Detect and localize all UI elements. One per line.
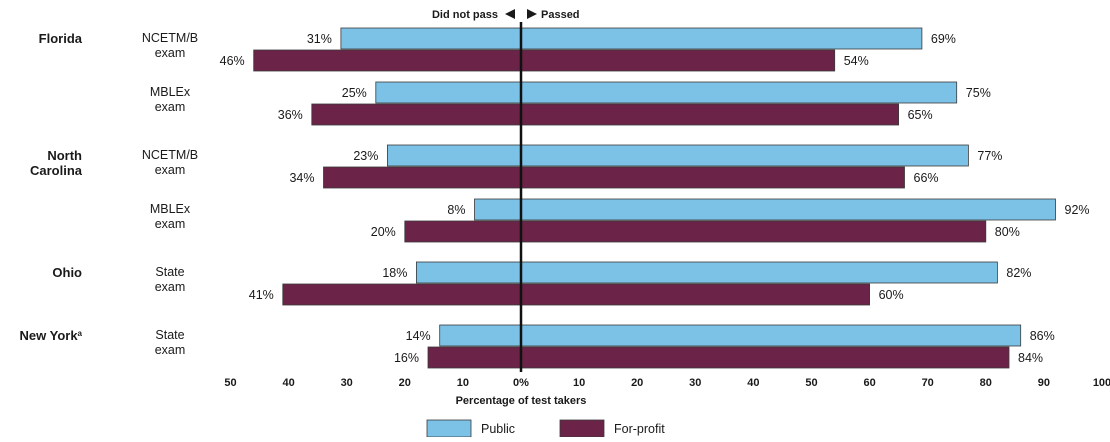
exam-label: State <box>155 328 184 342</box>
bar-public-passed <box>520 144 969 167</box>
header-did-not-pass: Did not pass <box>432 9 498 21</box>
value-label-forprofit-failed: 41% <box>249 288 274 302</box>
exam-label: MBLEx <box>150 85 191 99</box>
x-tick-label: 10 <box>457 377 469 389</box>
value-label-public-passed: 77% <box>977 149 1002 163</box>
value-label-public-failed: 31% <box>307 32 332 46</box>
exam-label: exam <box>155 280 186 294</box>
value-label-public-passed: 82% <box>1006 266 1031 280</box>
bar-forprofit-failed <box>311 103 522 126</box>
exam-label: State <box>155 265 184 279</box>
x-axis-ticks: 50 40 30 20 10 0% 10 20 30 40 50 60 70 80 90 100 <box>224 377 1110 389</box>
arrow-right-icon <box>527 9 537 19</box>
bar-public-failed <box>375 81 522 104</box>
x-tick-label: 20 <box>399 377 411 389</box>
bar-public-passed <box>520 261 998 284</box>
state-label: Florida <box>39 31 83 46</box>
bar-forprofit-passed <box>520 166 905 189</box>
x-tick-label: 30 <box>689 377 701 389</box>
value-label-forprofit-passed: 66% <box>914 171 939 185</box>
x-tick-label: 40 <box>282 377 294 389</box>
value-label-forprofit-failed: 16% <box>394 351 419 365</box>
x-tick-label: 20 <box>631 377 643 389</box>
exam-label: exam <box>155 343 186 357</box>
value-label-public-passed: 92% <box>1065 203 1090 217</box>
bar-forprofit-passed <box>520 49 836 72</box>
legend-swatch-public <box>426 419 472 438</box>
bar-public-failed <box>439 324 522 347</box>
bars <box>253 27 1056 369</box>
value-label-public-failed: 25% <box>342 86 367 100</box>
x-tick-label: 50 <box>805 377 817 389</box>
value-label-public-failed: 23% <box>353 149 378 163</box>
state-label: New Yorka <box>20 328 83 343</box>
bar-public-failed <box>474 198 522 221</box>
value-label-forprofit-failed: 46% <box>220 54 245 68</box>
header-passed: Passed <box>541 9 580 21</box>
bar-public-passed <box>520 27 923 50</box>
value-label-forprofit-passed: 54% <box>844 54 869 68</box>
value-label-forprofit-passed: 80% <box>995 225 1020 239</box>
legend-label-forprofit: For-profit <box>614 422 665 436</box>
legend-swatch-forprofit <box>559 419 605 438</box>
value-label-forprofit-failed: 34% <box>289 171 314 185</box>
value-label-forprofit-passed: 65% <box>908 108 933 122</box>
bar-public-failed <box>386 144 522 167</box>
x-tick-label: 50 <box>224 377 236 389</box>
exam-label: exam <box>155 46 186 60</box>
value-label-forprofit-failed: 36% <box>278 108 303 122</box>
x-tick-label: 40 <box>747 377 759 389</box>
x-tick-label: 0% <box>513 377 529 389</box>
arrow-left-icon <box>505 9 515 19</box>
exam-label: exam <box>155 100 186 114</box>
value-label-forprofit-failed: 20% <box>371 225 396 239</box>
bar-forprofit-passed <box>520 220 987 243</box>
value-label-forprofit-passed: 84% <box>1018 351 1043 365</box>
x-tick-label: 30 <box>341 377 353 389</box>
x-tick-label: 70 <box>922 377 934 389</box>
x-tick-label: 60 <box>863 377 875 389</box>
value-label-public-passed: 86% <box>1030 329 1055 343</box>
bar-public-failed <box>415 261 522 284</box>
exam-label: NCETM/B <box>142 31 198 45</box>
x-tick-label: 100 <box>1093 377 1110 389</box>
value-label-forprofit-passed: 60% <box>879 288 904 302</box>
x-tick-label: 10 <box>573 377 585 389</box>
value-label-public-passed: 69% <box>931 32 956 46</box>
bar-forprofit-passed <box>520 346 1010 369</box>
bar-forprofit-failed <box>282 283 522 306</box>
value-label-public-passed: 75% <box>966 86 991 100</box>
x-tick-label: 90 <box>1038 377 1050 389</box>
value-label-public-failed: 18% <box>382 266 407 280</box>
bar-forprofit-failed <box>427 346 522 369</box>
bar-public-passed <box>520 324 1022 347</box>
x-axis-title: Percentage of test takers <box>456 395 587 407</box>
bar-public-passed <box>520 198 1056 221</box>
bar-public-passed <box>520 81 958 104</box>
state-label: North <box>47 148 82 163</box>
bar-public-failed <box>340 27 522 50</box>
legend-label-public: Public <box>481 422 515 436</box>
state-label: Carolina <box>30 163 83 178</box>
exam-label: MBLEx <box>150 202 191 216</box>
value-label-public-failed: 8% <box>447 203 465 217</box>
value-label-public-failed: 14% <box>406 329 431 343</box>
bar-forprofit-failed <box>253 49 522 72</box>
bar-forprofit-passed <box>520 283 871 306</box>
exam-label: exam <box>155 163 186 177</box>
exam-label: NCETM/B <box>142 148 198 162</box>
x-tick-label: 80 <box>980 377 992 389</box>
bar-forprofit-failed <box>323 166 522 189</box>
bar-forprofit-passed <box>520 103 900 126</box>
legend: Public For-profit <box>426 419 665 438</box>
chart-header: Did not pass Passed <box>432 9 580 21</box>
exam-label: exam <box>155 217 186 231</box>
bar-forprofit-failed <box>404 220 522 243</box>
state-label: Ohio <box>52 265 82 280</box>
